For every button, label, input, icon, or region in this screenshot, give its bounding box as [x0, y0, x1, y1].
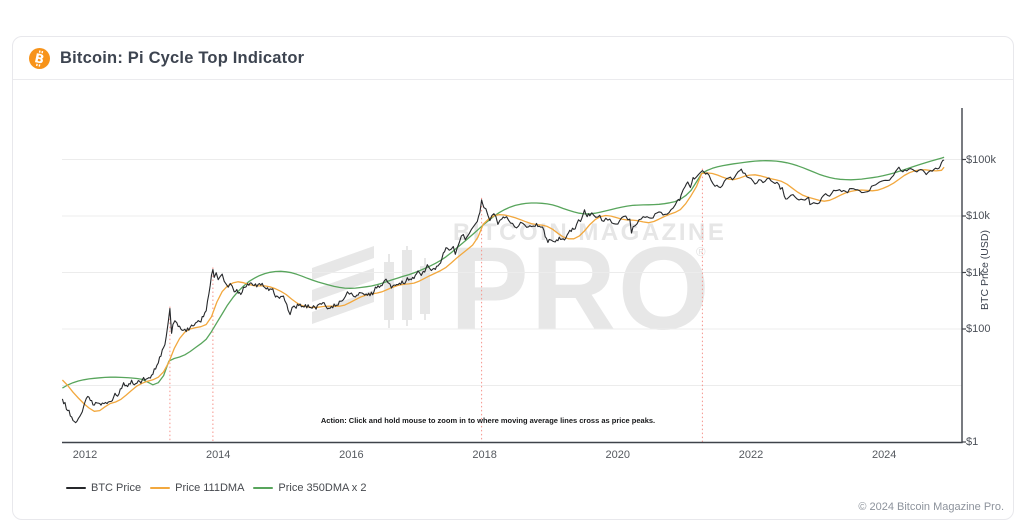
btc-price-line-swatch — [66, 487, 86, 489]
registered-trademark-icon: ® — [696, 244, 706, 259]
x-tick-label: 2020 — [605, 449, 631, 461]
price-350dma-x2-line-swatch — [253, 487, 274, 489]
y-tick-label: $100k — [966, 153, 996, 166]
x-tick-label: 2024 — [871, 449, 897, 461]
legend-item-btc-price[interactable]: BTC Price — [66, 482, 141, 494]
y-tick-label: $100 — [966, 323, 991, 335]
legend-label: Price 350DMA x 2 — [278, 482, 367, 494]
y-axis-title: BTC Price (USD) — [979, 230, 991, 310]
svg-text:B: B — [33, 50, 45, 67]
y-tick-label: $1 — [966, 436, 979, 448]
chart-legend: BTC Price Price 111DMA Price 350DMA x 2 — [66, 482, 366, 494]
y-tick-label: $10k — [966, 210, 990, 222]
copyright-text: © 2024 Bitcoin Magazine Pro. — [858, 501, 1004, 513]
chart-card: B Bitcoin: Pi Cycle Top Indicator — [12, 36, 1014, 520]
x-tick-label: 2022 — [738, 449, 764, 461]
x-tick-label: 2014 — [205, 449, 231, 461]
watermark-pro-text: PRO — [450, 223, 712, 355]
page-title: Bitcoin: Pi Cycle Top Indicator — [60, 48, 305, 67]
x-tick-label: 2016 — [339, 449, 364, 461]
y-tick-label: $1k — [966, 266, 984, 279]
legend-label: BTC Price — [91, 482, 142, 494]
chart-annotation: Action: Click and hold mouse to zoom in … — [320, 416, 656, 425]
price-111dma-line-swatch — [150, 487, 171, 489]
legend-label: Price 111DMA — [175, 482, 245, 494]
x-tick-label: 2018 — [472, 449, 497, 461]
legend-item-price-111dma[interactable]: Price 111DMA — [150, 482, 244, 494]
card-header: B Bitcoin: Pi Cycle Top Indicator — [13, 37, 1013, 80]
bitcoin-icon: B — [29, 47, 50, 69]
legend-item-price-350dma-x2[interactable]: Price 350DMA x 2 — [253, 482, 366, 494]
x-tick-label: 2012 — [72, 449, 98, 461]
